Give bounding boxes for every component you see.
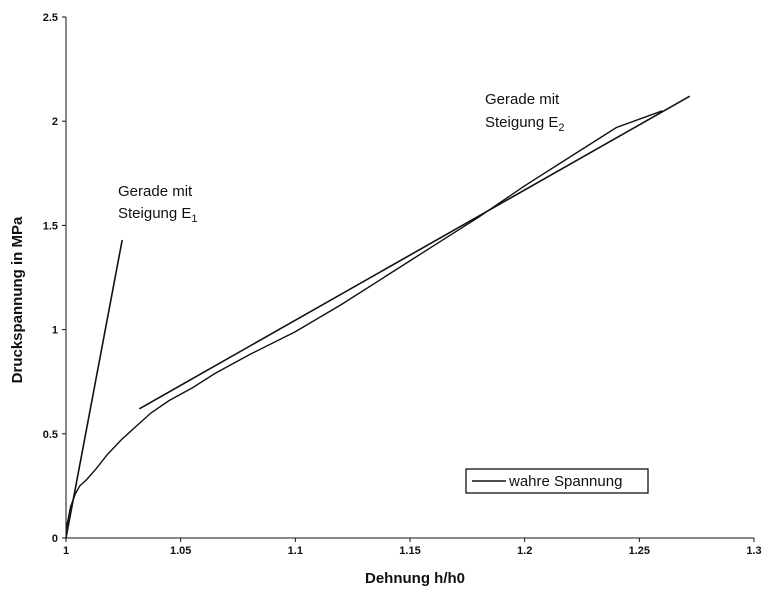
y-tick-label: 2 — [52, 116, 58, 128]
y-tick-label: 0.5 — [43, 429, 58, 441]
series-line-wahre-spannung — [65, 110, 663, 530]
reference-line-e1 — [65, 239, 123, 539]
annotation-e2-line1: Gerade mit — [485, 91, 560, 108]
x-tick-label: 1.3 — [746, 545, 761, 557]
x-tick-label: 1.1 — [288, 545, 303, 557]
y-tick-label: 2.5 — [43, 12, 58, 24]
y-axis-ticks: 0 0.5 1 1.5 2 2.5 — [43, 12, 66, 545]
plot-area — [65, 17, 754, 539]
annotation-steigung-e2: Gerade mit Steigung E2 — [485, 91, 565, 134]
x-tick-label: 1.25 — [629, 545, 650, 557]
y-tick-label: 0 — [52, 533, 58, 545]
y-tick-label: 1 — [52, 325, 58, 337]
annotation-steigung-e1: Gerade mit Steigung E1 — [118, 183, 198, 225]
x-tick-label: 1 — [63, 545, 69, 557]
y-tick-label: 1.5 — [43, 220, 58, 232]
legend-label: wahre Spannung — [508, 473, 622, 490]
x-tick-label: 1.2 — [517, 545, 532, 557]
reference-line-e2 — [138, 95, 691, 410]
annotation-e1-line1: Gerade mit — [118, 183, 193, 200]
annotation-e2-line2: Steigung E2 — [485, 114, 565, 134]
x-axis-ticks: 1 1.05 1.1 1.15 1.2 1.25 1.3 — [63, 538, 762, 557]
reference-lines — [65, 95, 691, 539]
annotation-e1-line2: Steigung E1 — [118, 205, 198, 225]
y-axis-title: Druckspannung in MPa — [9, 216, 26, 383]
legend: wahre Spannung — [465, 468, 649, 494]
series-layer — [65, 110, 663, 530]
x-tick-label: 1.05 — [170, 545, 191, 557]
x-axis-title: Dehnung h/h0 — [365, 570, 465, 587]
x-tick-label: 1.15 — [399, 545, 420, 557]
